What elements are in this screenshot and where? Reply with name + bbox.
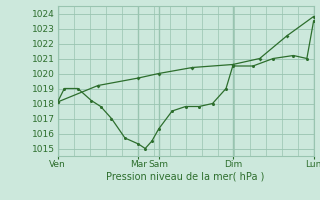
X-axis label: Pression niveau de la mer( hPa ): Pression niveau de la mer( hPa ): [107, 172, 265, 182]
